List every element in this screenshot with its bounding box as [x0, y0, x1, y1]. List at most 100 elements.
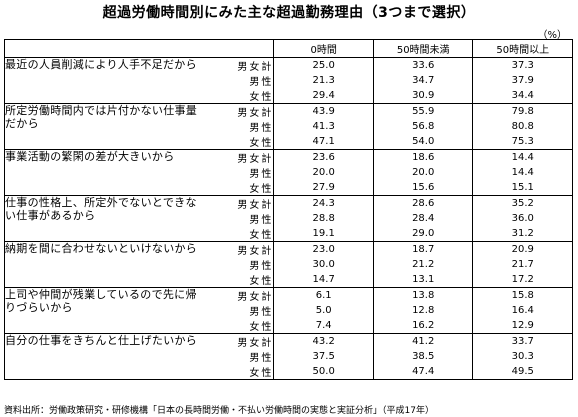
reason-label: 所定労働時間内では片付かない仕事量だから: [4, 103, 203, 150]
value-cell: 27.9: [273, 180, 374, 196]
value-cell: 56.8: [372, 119, 473, 134]
value-cell: 31.2: [472, 226, 573, 242]
value-cell: 47.4: [372, 364, 473, 380]
value-cell: 79.8: [472, 103, 573, 119]
value-cell: 13.8: [372, 287, 473, 303]
table-row: 女性 19.1 29.0 31.2: [5, 226, 573, 242]
table-row: 女性 47.1 54.0 75.3: [5, 134, 573, 150]
column-header-over-50h: 50時間以上: [472, 39, 573, 58]
value-cell: 18.7: [372, 241, 473, 257]
value-cell: 30.9: [372, 88, 473, 104]
sex-label: 女性: [202, 226, 274, 242]
value-cell: 19.1: [273, 226, 374, 242]
value-cell: 33.6: [372, 57, 473, 73]
value-cell: 20.0: [273, 165, 374, 180]
value-cell: 15.1: [472, 180, 573, 196]
value-cell: 34.4: [472, 88, 573, 104]
table-row: 女性 29.4 30.9 34.4: [5, 88, 573, 104]
value-cell: 25.0: [273, 57, 374, 73]
column-header-under-50h: 50時間未満: [372, 39, 473, 58]
value-cell: 80.8: [472, 119, 573, 134]
table-row: 女性 27.9 15.6 15.1: [5, 180, 573, 196]
value-cell: 23.0: [273, 241, 374, 257]
table-title: 超過労働時間別にみた主な超過勤務理由（3つまで選択）: [102, 5, 476, 21]
value-cell: 37.9: [472, 73, 573, 88]
value-cell: 43.2: [273, 333, 374, 349]
value-cell: 50.0: [273, 364, 374, 380]
value-cell: 17.2: [472, 272, 573, 288]
value-cell: 24.3: [273, 195, 374, 211]
value-cell: 12.9: [472, 318, 573, 334]
table-row: 男性 37.5 38.5 30.3: [5, 349, 573, 364]
table-row: 女性 14.7 13.1 17.2: [5, 272, 573, 288]
table-row: 男性 20.0 20.0 14.4: [5, 165, 573, 180]
source-note: 資料出所：労働政策研究・研修機構「日本の長時間労働・不払い労働時間の実態と実証分…: [4, 406, 434, 416]
table-row: 男性 41.3 56.8 80.8: [5, 119, 573, 134]
value-cell: 28.8: [273, 211, 374, 226]
reason-label: 納期を間に合わせないといけないから: [4, 241, 203, 288]
value-cell: 35.2: [472, 195, 573, 211]
header-blank-reason: [4, 39, 203, 58]
sex-label: 女性: [202, 88, 274, 104]
header-blank-sex: [202, 39, 274, 58]
sex-label: 男女計: [237, 338, 274, 349]
value-cell: 36.0: [472, 211, 573, 226]
table-row: 男性 30.0 21.2 21.7: [5, 257, 573, 272]
sex-label: 女性: [202, 180, 274, 196]
value-cell: 14.4: [472, 165, 573, 180]
sex-label: 男女計: [237, 108, 274, 119]
table-row: 最近の人員削減により人手不足だから 男女計 25.0 33.6 37.3: [4, 57, 573, 104]
value-cell: 15.8: [472, 287, 573, 303]
table-row: 納期を間に合わせないといけないから 男女計 23.0 18.7 20.9: [4, 241, 573, 288]
sex-label: 男女計: [237, 246, 274, 257]
value-cell: 16.2: [372, 318, 473, 334]
value-cell: 38.5: [372, 349, 473, 364]
table-row: 上司や仲間が残業しているので先に帰りづらいから 男女計 6.1 13.8 15.8: [4, 287, 573, 334]
value-cell: 6.1: [273, 287, 374, 303]
sex-label: 女性: [202, 134, 274, 150]
table-row: 男性 21.3 34.7 37.9: [5, 73, 573, 88]
value-cell: 30.3: [472, 349, 573, 364]
value-cell: 47.1: [273, 134, 374, 150]
value-cell: 37.5: [273, 349, 374, 364]
value-cell: 29.0: [372, 226, 473, 242]
value-cell: 34.7: [372, 73, 473, 88]
column-header-0h: 0時間: [273, 39, 374, 58]
table-row: 自分の仕事をきちんと仕上げたいから 男女計 43.2 41.2 33.7: [4, 333, 573, 380]
value-cell: 28.6: [372, 195, 473, 211]
value-cell: 30.0: [273, 257, 374, 272]
table-row: 仕事の性格上、所定外でないとできない仕事があるから 男女計 24.3 28.6 35.2: [4, 195, 573, 242]
value-cell: 41.3: [273, 119, 374, 134]
sex-label: 男性: [249, 77, 274, 88]
reason-label: 最近の人員削減により人手不足だから: [4, 57, 203, 104]
reason-label: 上司や仲間が残業しているので先に帰りづらいから: [4, 287, 203, 334]
table-row: 女性 7.4 16.2 12.9: [5, 318, 573, 334]
value-cell: 18.6: [372, 149, 473, 165]
value-cell: 55.9: [372, 103, 473, 119]
unit-label: （%）: [537, 30, 567, 41]
sex-label: 男性: [249, 353, 274, 364]
sex-label: 男性: [249, 123, 274, 134]
value-cell: 5.0: [273, 303, 374, 318]
value-cell: 14.4: [472, 149, 573, 165]
sex-label: 男女計: [237, 200, 274, 211]
header-row: 0時間 50時間未満 50時間以上: [4, 39, 573, 58]
table-body: 最近の人員削減により人手不足だから 男女計 25.0 33.6 37.3 男性 21.3 34…: [4, 57, 573, 380]
value-cell: 20.9: [472, 241, 573, 257]
sex-label: 女性: [202, 272, 274, 288]
value-cell: 54.0: [372, 134, 473, 150]
value-cell: 43.9: [273, 103, 374, 119]
value-cell: 23.6: [273, 149, 374, 165]
reason-label: 仕事の性格上、所定外でないとできない仕事があるから: [4, 195, 203, 242]
value-cell: 33.7: [472, 333, 573, 349]
value-cell: 21.2: [372, 257, 473, 272]
sex-label: 男性: [249, 261, 274, 272]
sex-label: 女性: [202, 318, 274, 334]
value-cell: 15.6: [372, 180, 473, 196]
sex-label: 男女計: [237, 292, 274, 303]
table-row: 男性 5.0 12.8 16.4: [5, 303, 573, 318]
table-row: 男性 28.8 28.4 36.0: [5, 211, 573, 226]
value-cell: 49.5: [472, 364, 573, 380]
value-cell: 75.3: [472, 134, 573, 150]
table-row: 事業活動の繁閑の差が大きいから 男女計 23.6 18.6 14.4: [4, 149, 573, 196]
